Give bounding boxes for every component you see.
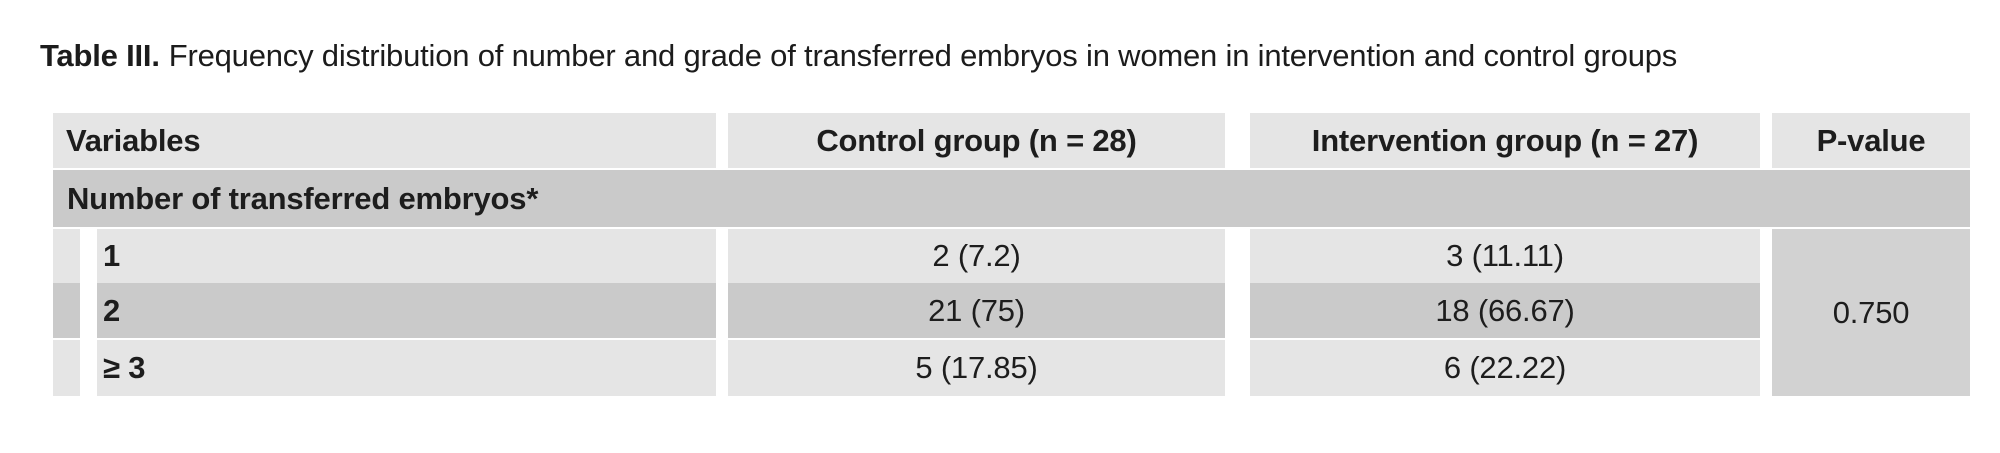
intervention-value-cell: 3 (11.11) xyxy=(1250,229,1760,283)
row-label: ≥ 3 xyxy=(97,340,716,396)
column-header-intervention-group: Intervention group (n = 27) xyxy=(1250,113,1760,168)
row-label: 1 xyxy=(97,229,716,283)
row-indent-cell xyxy=(53,229,80,283)
table-caption-text: Frequency distribution of number and gra… xyxy=(168,38,1678,73)
intervention-value-cell: 18 (66.67) xyxy=(1250,283,1760,338)
intervention-value-cell: 6 (22.22) xyxy=(1250,340,1760,396)
control-value-cell: 5 (17.85) xyxy=(728,340,1225,396)
row-indent-cell xyxy=(53,340,80,396)
table-caption: Table III. Frequency distribution of numb… xyxy=(40,36,1677,76)
control-value-cell: 2 (7.2) xyxy=(728,229,1225,283)
control-value-cell: 21 (75) xyxy=(728,283,1225,338)
section-header-row: Number of transferred embryos* xyxy=(53,170,1970,227)
p-value-cell: 0.750 xyxy=(1772,229,1970,396)
data-table: Variables Control group (n = 28) Interve… xyxy=(53,113,1970,396)
row-indent-cell xyxy=(53,283,80,338)
row-label: 2 xyxy=(97,283,716,338)
column-header-p-value: P-value xyxy=(1772,113,1970,168)
table-caption-number: Table III. xyxy=(40,38,160,73)
column-header-control-group: Control group (n = 28) xyxy=(728,113,1225,168)
column-header-variables: Variables xyxy=(53,113,716,168)
